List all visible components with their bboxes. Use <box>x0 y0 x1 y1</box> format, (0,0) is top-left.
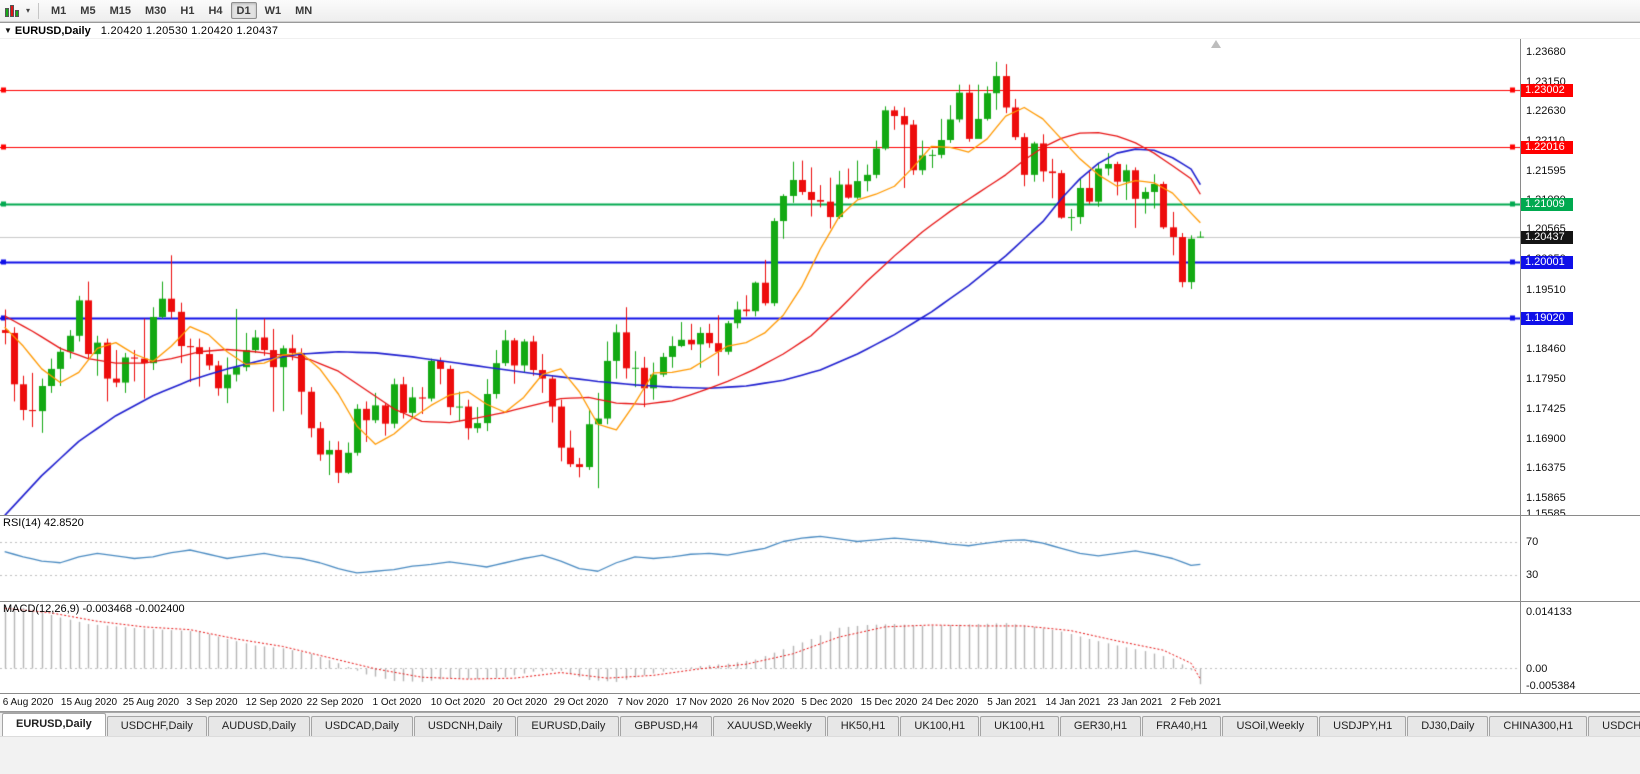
rsi-level-label: 30 <box>1526 569 1539 581</box>
timeframe-button-d1[interactable]: D1 <box>230 2 257 19</box>
chart-tab-china300-h1[interactable]: CHINA300,H1 <box>1489 716 1588 736</box>
chart-type-dropdown-icon[interactable]: ▾ <box>26 6 31 15</box>
date-label: 5 Dec 2020 <box>801 697 853 708</box>
macd-panel: MACD(12,26,9) -0.003468 -0.002400 0.0141… <box>0 601 1640 693</box>
chart-tab-dj30-daily[interactable]: DJ30,Daily <box>1407 716 1489 736</box>
timeframe-button-w1[interactable]: W1 <box>264 5 282 17</box>
icon-bar <box>15 9 19 17</box>
chart-tab-hk50-h1[interactable]: HK50,H1 <box>826 716 900 736</box>
icon-bar <box>5 7 9 17</box>
price-badge: 1.20437 <box>1521 231 1573 244</box>
date-label: 14 Jan 2021 <box>1045 697 1101 708</box>
timeframe-button-h4[interactable]: H4 <box>208 5 223 17</box>
date-label: 15 Aug 2020 <box>60 697 118 708</box>
chart-tab-usdcnh-daily[interactable]: USDCNH,Daily <box>413 716 517 736</box>
chart-tab-usdcad-daily[interactable]: USDCAD,Daily <box>310 716 413 736</box>
price-axis-label: 1.15585 <box>1526 508 1566 515</box>
price-axis-label: 1.17950 <box>1526 373 1566 385</box>
date-label: 1 Oct 2020 <box>372 697 422 708</box>
timeframe-button-m15[interactable]: M15 <box>109 5 131 17</box>
date-label: 10 Oct 2020 <box>430 697 486 708</box>
rsi-panel: RSI(14) 42.8520 70 30 <box>0 515 1640 601</box>
toolbar-separator <box>38 2 40 19</box>
price-badge: 1.19020 <box>1521 312 1573 325</box>
price-axis-label: 1.17425 <box>1526 403 1566 415</box>
price-axis-label: 1.23680 <box>1526 46 1566 58</box>
chart-tab-audusd-daily[interactable]: AUDUSD,Daily <box>207 716 310 736</box>
price-badge: 1.20001 <box>1521 256 1573 269</box>
macd-scale[interactable]: 0.014133 0.00 -0.005384 <box>1520 602 1639 693</box>
date-label: 22 Sep 2020 <box>306 697 364 708</box>
price-axis-label: 1.16375 <box>1526 462 1566 474</box>
chart-symbol-period: EURUSD,Daily <box>14 24 91 37</box>
price-badge: 1.23002 <box>1521 84 1573 97</box>
status-strip <box>0 736 1640 774</box>
chart-tab-ger30-h1[interactable]: GER30,H1 <box>1059 716 1142 736</box>
chart-tab-usdchf-daily[interactable]: USDCHF,Daily <box>106 716 207 736</box>
timeframe-button-m5[interactable]: M5 <box>80 5 96 17</box>
rsi-canvas[interactable] <box>0 516 1520 601</box>
chart-ohlc-values: 1.20420 1.20530 1.20420 1.20437 <box>100 24 279 37</box>
macd-axis-label: -0.005384 <box>1526 680 1576 692</box>
price-badge: 1.22016 <box>1521 141 1573 154</box>
rsi-level-label: 70 <box>1526 536 1539 548</box>
timeframe-button-h1[interactable]: H1 <box>180 5 195 17</box>
timeframe-button-m1[interactable]: M1 <box>51 5 67 17</box>
timeframe-button-m30[interactable]: M30 <box>144 5 167 17</box>
chart-tab-gbpusd-h4[interactable]: GBPUSD,H4 <box>620 716 712 736</box>
price-scale[interactable]: 1.236801.231501.226301.221101.215951.210… <box>1520 39 1639 515</box>
candlestick-chart-icon[interactable] <box>4 3 22 19</box>
chart-window: ▼ EURUSD,Daily 1.20420 1.20530 1.20420 1… <box>0 22 1640 712</box>
chart-tab-bar: EURUSD,Daily USDCHF,Daily AUDUSD,Daily USDC… <box>0 712 1640 736</box>
main-chart-area: 1.236801.231501.226301.221101.215951.210… <box>0 39 1640 515</box>
date-label: 5 Jan 2021 <box>987 697 1037 708</box>
macd-canvas[interactable] <box>0 602 1520 693</box>
chart-tab-uk100-h1[interactable]: UK100,H1 <box>980 716 1059 736</box>
date-label: 2 Feb 2021 <box>1170 697 1222 708</box>
date-label: 23 Jan 2021 <box>1107 697 1163 708</box>
date-label: 26 Nov 2020 <box>737 697 795 708</box>
price-chart-canvas[interactable] <box>0 39 1520 515</box>
date-label: 6 Aug 2020 <box>2 697 54 708</box>
chart-tab-xauusd-weekly[interactable]: XAUUSD,Weekly <box>712 716 826 736</box>
price-axis-label: 1.19510 <box>1526 284 1566 296</box>
chart-tab-fra40-h1[interactable]: FRA40,H1 <box>1142 716 1222 736</box>
macd-axis-label: 0.014133 <box>1526 606 1572 618</box>
chart-tab-eurusd-daily[interactable]: EURUSD,Daily <box>2 713 106 736</box>
date-label: 17 Nov 2020 <box>675 697 733 708</box>
date-label: 12 Sep 2020 <box>245 697 303 708</box>
date-label: 25 Aug 2020 <box>122 697 180 708</box>
price-axis-label: 1.21595 <box>1526 165 1566 177</box>
timeframe-button-group: M1 M5 M15 M30 H1 H4 D1 W1 MN <box>44 2 319 19</box>
date-label: 29 Oct 2020 <box>553 697 609 708</box>
chart-tab-uk100-h1[interactable]: UK100,H1 <box>900 716 980 736</box>
price-badge: 1.21009 <box>1521 198 1573 211</box>
timeframe-toolbar: ▾ M1 M5 M15 M30 H1 H4 D1 W1 MN <box>0 0 1640 22</box>
chart-tab-usoil-weekly[interactable]: USOil,Weekly <box>1222 716 1319 736</box>
price-axis-label: 1.16900 <box>1526 433 1566 445</box>
timeframe-button-mn[interactable]: MN <box>295 5 313 17</box>
chart-tab-usdchf-h1[interactable]: USDCHF,H1 <box>1588 716 1640 736</box>
chart-title-bar: ▼ EURUSD,Daily 1.20420 1.20530 1.20420 1… <box>0 23 1640 39</box>
time-scale[interactable]: 6 Aug 2020 15 Aug 2020 25 Aug 2020 3 Sep 20… <box>0 693 1640 711</box>
chart-shift-marker-icon[interactable] <box>1211 40 1221 48</box>
date-label: 15 Dec 2020 <box>860 697 918 708</box>
chart-tab-eurusd-daily[interactable]: EURUSD,Daily <box>517 716 620 736</box>
date-label: 24 Dec 2020 <box>921 697 979 708</box>
price-axis-label: 1.18460 <box>1526 343 1566 355</box>
rsi-scale[interactable]: 70 30 <box>1520 516 1639 601</box>
chart-tab-usdjpy-h1[interactable]: USDJPY,H1 <box>1319 716 1407 736</box>
price-axis-label: 1.15865 <box>1526 492 1566 504</box>
date-label: 3 Sep 2020 <box>186 697 238 708</box>
date-label: 7 Nov 2020 <box>617 697 669 708</box>
price-axis-label: 1.22630 <box>1526 105 1566 117</box>
collapse-arrow-icon[interactable]: ▼ <box>4 26 12 35</box>
icon-bar <box>10 4 14 17</box>
date-label: 20 Oct 2020 <box>492 697 548 708</box>
macd-axis-label: 0.00 <box>1526 663 1548 675</box>
